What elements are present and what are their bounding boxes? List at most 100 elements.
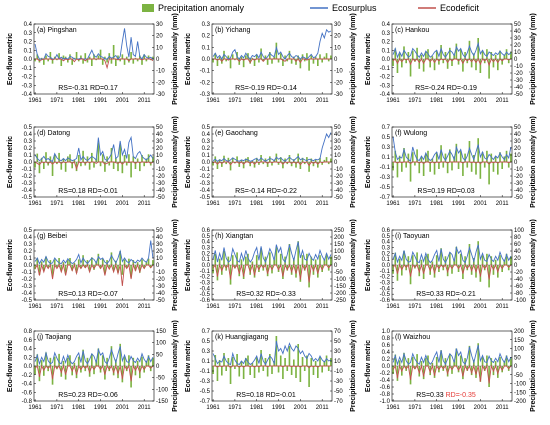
y-tick-label: -0.8 bbox=[380, 392, 391, 398]
precip-bar bbox=[49, 357, 52, 366]
precip-bar bbox=[251, 57, 254, 59]
precip-bar bbox=[121, 54, 124, 59]
precip-bar bbox=[475, 59, 477, 71]
y2-tick-label: -20 bbox=[156, 174, 165, 180]
precip-bar bbox=[132, 260, 135, 265]
x-tick-label: 1981 bbox=[250, 304, 264, 310]
y2-tick-label: 30 bbox=[334, 349, 341, 355]
precip-bar bbox=[308, 366, 310, 387]
precip-bar bbox=[242, 366, 245, 379]
precip-bar bbox=[82, 255, 84, 265]
y-tick-label: 0.1 bbox=[202, 153, 211, 159]
precip-bar bbox=[143, 265, 145, 269]
x-tick-label: 1961 bbox=[28, 304, 42, 310]
precip-bar bbox=[108, 265, 111, 268]
precip-bar bbox=[251, 363, 254, 366]
x-tick-label: 1981 bbox=[72, 304, 86, 310]
precip-bar bbox=[234, 265, 236, 269]
precip-bar bbox=[451, 162, 453, 171]
x-tick-label: 1971 bbox=[50, 405, 64, 411]
y-tick-label: -0.5 bbox=[380, 292, 391, 298]
ecosurplus-line bbox=[392, 136, 512, 162]
y-tick-label: -0.2 bbox=[380, 371, 391, 377]
panel-title: (l) Waizhou bbox=[395, 334, 430, 341]
precip-bar bbox=[238, 366, 241, 377]
x-tick-label: 2001 bbox=[474, 201, 488, 207]
precip-bar bbox=[470, 162, 473, 172]
precip-bar bbox=[225, 366, 227, 371]
precip-bar bbox=[34, 162, 36, 168]
precip-bar bbox=[119, 251, 121, 265]
y-tick-label: 0.3 bbox=[24, 242, 33, 248]
precip-bar bbox=[71, 265, 73, 271]
precip-bar bbox=[449, 149, 451, 162]
precip-bar bbox=[62, 55, 65, 59]
precip-bar bbox=[319, 357, 321, 366]
y-tick-label: 0.3 bbox=[202, 349, 211, 355]
precip-bar bbox=[475, 162, 477, 175]
y-tick-label: -0.1 bbox=[380, 66, 391, 72]
precip-bar bbox=[297, 153, 299, 162]
precip-bar bbox=[488, 162, 490, 185]
precip-bar bbox=[483, 366, 486, 371]
x-tick-label: 1991 bbox=[272, 304, 286, 310]
precip-bar bbox=[106, 260, 108, 265]
precip-bar bbox=[416, 354, 418, 366]
x-tick-label: 2011 bbox=[496, 201, 510, 207]
precip-bar bbox=[99, 265, 102, 269]
precip-bar bbox=[505, 253, 508, 265]
y2-tick-label: -30 bbox=[334, 181, 343, 187]
y2-axis-title: Precipitation anomaly (mm) bbox=[172, 219, 179, 311]
precip-bar bbox=[286, 366, 289, 371]
y2-tick-label: 30 bbox=[156, 242, 163, 248]
y-tick-label: 0.7 bbox=[382, 125, 391, 131]
y-tick-label: -0.2 bbox=[200, 174, 211, 180]
stats-label: RS=0.18 RD=-0.01 bbox=[58, 188, 118, 195]
y2-axis-title: Precipitation anomaly (mm) bbox=[530, 116, 537, 208]
precip-bar bbox=[321, 265, 323, 272]
precip-bar bbox=[401, 59, 403, 68]
precip-bar bbox=[101, 59, 104, 65]
y2-tick-label: 200 bbox=[514, 329, 525, 335]
y-tick-label: -0.6 bbox=[380, 385, 391, 391]
precip-bar bbox=[273, 259, 275, 265]
y-tick-label: -0.2 bbox=[22, 75, 33, 81]
precip-bar bbox=[477, 138, 479, 162]
precip-bar bbox=[145, 360, 148, 366]
panel: -0.7 -0.5 -0.3 -0.1 0.1 0.3 0.5 0.7 -50-40-30-20… bbox=[365, 116, 537, 208]
precip-bar bbox=[468, 40, 471, 59]
x-tick-label: 2001 bbox=[294, 201, 308, 207]
precip-bar bbox=[282, 59, 284, 66]
precip-bar bbox=[330, 256, 332, 265]
y2-tick-label: 50 bbox=[514, 22, 521, 28]
y-tick-label: 0.0 bbox=[24, 160, 33, 166]
y2-tick-label: 20 bbox=[156, 249, 163, 255]
y-tick-label: -0.3 bbox=[22, 83, 33, 89]
y2-tick-label: -70 bbox=[334, 399, 343, 405]
x-tick-label: 1981 bbox=[250, 405, 264, 411]
panel: -0.4 -0.3 -0.2 -0.1 0.0 0.1 0.2 0.3 0.4 -30 -20 -10… bbox=[7, 13, 179, 105]
precip-bar bbox=[301, 255, 304, 265]
y-tick-label: 0.5 bbox=[202, 125, 211, 131]
precip-bar bbox=[104, 56, 106, 59]
precip-bar bbox=[490, 153, 493, 162]
precip-bar bbox=[414, 366, 416, 370]
y-tick-label: -0.4 bbox=[380, 92, 391, 98]
precip-bar bbox=[306, 355, 308, 366]
precip-bar bbox=[145, 59, 148, 62]
y-tick-label: 0.7 bbox=[202, 329, 211, 335]
precip-bar bbox=[501, 366, 503, 373]
y2-tick-label: 10 bbox=[334, 45, 341, 51]
y2-tick-label: 40 bbox=[514, 249, 521, 255]
precip-bar bbox=[457, 59, 460, 65]
x-tick-label: 1991 bbox=[452, 201, 466, 207]
precip-bar bbox=[277, 265, 280, 272]
precip-bar bbox=[295, 265, 297, 278]
precip-bar bbox=[308, 162, 310, 172]
precip-bar bbox=[253, 59, 256, 66]
precip-bar bbox=[269, 252, 271, 265]
y-tick-label: -0.2 bbox=[22, 277, 33, 283]
precip-bar bbox=[82, 59, 84, 64]
y-tick-label: 0.2 bbox=[24, 355, 33, 361]
precip-bar bbox=[455, 43, 458, 59]
